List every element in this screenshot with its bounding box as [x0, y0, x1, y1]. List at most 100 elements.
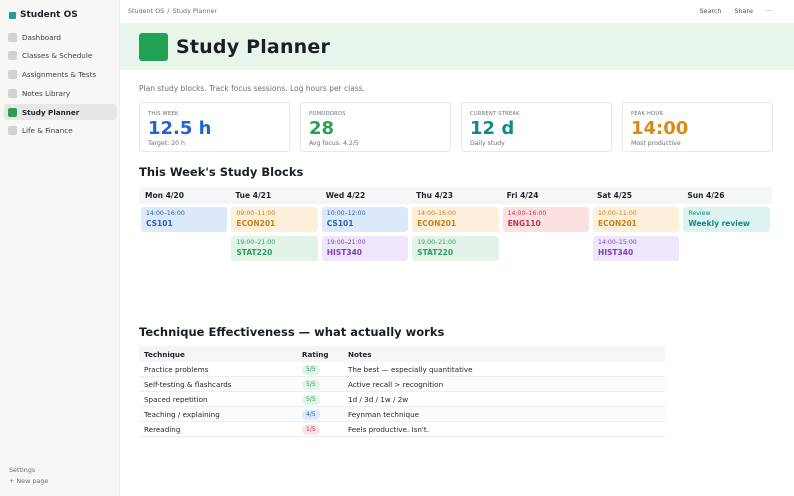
study-block[interactable]: Review Weekly review	[683, 207, 770, 232]
breadcrumb-item-root[interactable]: Student OS	[128, 7, 165, 15]
study-block[interactable]: 09:00–11:00 ECON201	[231, 207, 318, 232]
study-block-course: ECON201	[236, 219, 276, 228]
day-header: Mon 4/20	[145, 191, 184, 200]
rating-cell: 5/5	[298, 379, 348, 390]
more-options-button[interactable]: ···	[765, 7, 772, 15]
study-block[interactable]: 19:00–21:00 STAT220	[412, 236, 499, 261]
study-block[interactable]: 10:00–11:00 ECON201	[592, 207, 680, 232]
table-row[interactable]: Self-testing & flashcards 5/5 Active recal…	[139, 377, 665, 392]
day-header: Sun 4/26	[687, 191, 725, 200]
technique-cell: Spaced repetition	[144, 394, 208, 404]
day-header: Wed 4/22	[325, 191, 366, 200]
sidebar-item-life-finance[interactable]: Life & Finance	[4, 123, 117, 139]
breadcrumb-item-current[interactable]: Study Planner	[172, 7, 218, 15]
breadcrumb: Student OS / Study Planner	[128, 7, 217, 15]
column-header: Notes	[348, 349, 372, 359]
page-banner: Study Planner	[120, 23, 794, 70]
study-block-time: 14:00–16:00	[146, 210, 185, 217]
stat-subtext: Daily study	[470, 140, 505, 147]
page-icon	[8, 32, 17, 42]
sidebar-item-notes-library[interactable]: Notes Library	[4, 85, 117, 101]
stat-subtext: Most productive	[631, 140, 681, 147]
new-page-button[interactable]: + New page	[9, 477, 49, 485]
sidebar-item-study-planner[interactable]: Study Planner	[4, 104, 117, 121]
stat-value: 14:00	[631, 118, 689, 139]
study-block-course: HIST340	[326, 248, 363, 257]
rating-badge: 4/5	[302, 409, 320, 420]
notes-cell: Feynman technique	[348, 409, 420, 419]
day-column: 14:00–16:00 CS101	[139, 207, 229, 265]
table-header-row: Technique Rating Notes	[139, 346, 665, 362]
study-block[interactable]: 14:00–16:00 ECON201	[412, 207, 499, 232]
technique-table: Technique Rating Notes Practice problems 5/5…	[139, 346, 665, 437]
day-header: Sat 4/25	[596, 191, 633, 200]
workspace-name: Student OS	[20, 10, 78, 20]
study-block-time: 19:00–21:00	[326, 239, 366, 246]
study-block-course: CS101	[326, 219, 354, 228]
day-column: Review Weekly review	[681, 207, 771, 265]
rating-cell: 1/5	[298, 424, 348, 435]
technique-cell: Practice problems	[144, 364, 209, 374]
notes-cell: 1d / 3d / 1w / 2w	[348, 394, 409, 404]
settings-link[interactable]: Settings	[9, 466, 36, 474]
page-icon[interactable]	[139, 33, 168, 61]
study-block[interactable]: 14:00–16:00 ENG110	[502, 207, 589, 232]
stat-subtext: Avg focus: 4.2/5	[309, 140, 359, 147]
table-row[interactable]: Spaced repetition 5/5 1d / 3d / 1w / 2w	[139, 392, 665, 407]
sidebar-item-label: Notes Library	[22, 88, 71, 98]
rating-cell: 4/5	[298, 409, 348, 420]
day-column: 09:00–11:00 ECON201 19:00–21:00 STAT220	[229, 207, 319, 265]
stat-value: 12.5 h	[148, 118, 212, 139]
search-button[interactable]: Search	[699, 7, 722, 15]
sidebar-item-label: Dashboard	[22, 32, 61, 42]
study-block[interactable]: 14:00–15:00 HIST340	[592, 236, 680, 261]
stat-label: THIS WEEK	[148, 111, 179, 117]
top-actions: Search Share ···	[699, 7, 772, 15]
rating-cell: 5/5	[298, 364, 348, 375]
stat-card: CURRENT STREAK 12 d Daily study	[461, 102, 612, 152]
stat-subtext: Target: 20 h	[148, 140, 185, 147]
workspace-brand[interactable]: Student OS	[9, 9, 78, 21]
column-header: Technique	[144, 349, 185, 359]
top-bar: Student OS / Study Planner Search Share ··…	[120, 0, 794, 23]
page-icon	[8, 126, 17, 136]
study-block-course: STAT220	[236, 248, 273, 257]
table-row[interactable]: Practice problems 5/5 The best — especiall…	[139, 362, 665, 377]
share-button[interactable]: Share	[734, 7, 753, 15]
study-block-time: 10:00–11:00	[597, 210, 637, 217]
study-block-time: 14:00–15:00	[597, 239, 637, 246]
study-block[interactable]: 14:00–16:00 CS101	[141, 207, 228, 232]
breadcrumb-separator: /	[167, 7, 170, 15]
study-block-course: ECON201	[597, 219, 637, 228]
column-header: Rating	[302, 349, 329, 359]
stat-label: PEAK HOUR	[631, 111, 664, 117]
notes-cell: Feels productive. Isn't.	[348, 424, 429, 434]
page-description: Plan study blocks. Track focus sessions.…	[139, 84, 366, 93]
sidebar-item-label: Study Planner	[22, 107, 80, 117]
page-icon	[8, 107, 17, 117]
stat-label: POMODOROS	[309, 111, 346, 117]
table-row[interactable]: Rereading 1/5 Feels productive. Isn't.	[139, 422, 665, 437]
sidebar-item-assignments-tests[interactable]: Assignments & Tests	[4, 67, 117, 83]
rating-badge: 1/5	[302, 424, 320, 435]
notes-cell: Active recall > recognition	[348, 379, 444, 389]
stat-value: 12 d	[470, 118, 515, 139]
sidebar-item-dashboard[interactable]: Dashboard	[4, 29, 117, 45]
page-title: Study Planner	[176, 36, 331, 58]
rating-cell: 5/5	[298, 394, 348, 405]
technique-cell: Teaching / explaining	[144, 409, 220, 419]
day-column: 10:00–12:00 CS101 19:00–21:00 HIST340	[320, 207, 410, 265]
technique-section-title: Technique Effectiveness — what actually …	[139, 325, 445, 339]
sidebar-nav: Dashboard Classes & Schedule Assignments &…	[4, 29, 117, 142]
study-block-course: CS101	[146, 219, 173, 228]
study-block[interactable]: 19:00–21:00 HIST340	[321, 236, 409, 261]
study-block[interactable]: 19:00–21:00 STAT220	[231, 236, 318, 261]
sidebar-item-classes-schedule[interactable]: Classes & Schedule	[4, 48, 117, 64]
study-block-course: ENG110	[507, 219, 541, 228]
table-row[interactable]: Teaching / explaining 4/5 Feynman techniqu…	[139, 407, 665, 422]
study-block-course: ECON201	[417, 219, 457, 228]
sidebar-item-label: Classes & Schedule	[22, 51, 93, 61]
day-column: 14:00–16:00 ENG110	[501, 207, 591, 265]
study-block[interactable]: 10:00–12:00 CS101	[321, 207, 409, 232]
week-section-title: This Week's Study Blocks	[139, 165, 304, 179]
